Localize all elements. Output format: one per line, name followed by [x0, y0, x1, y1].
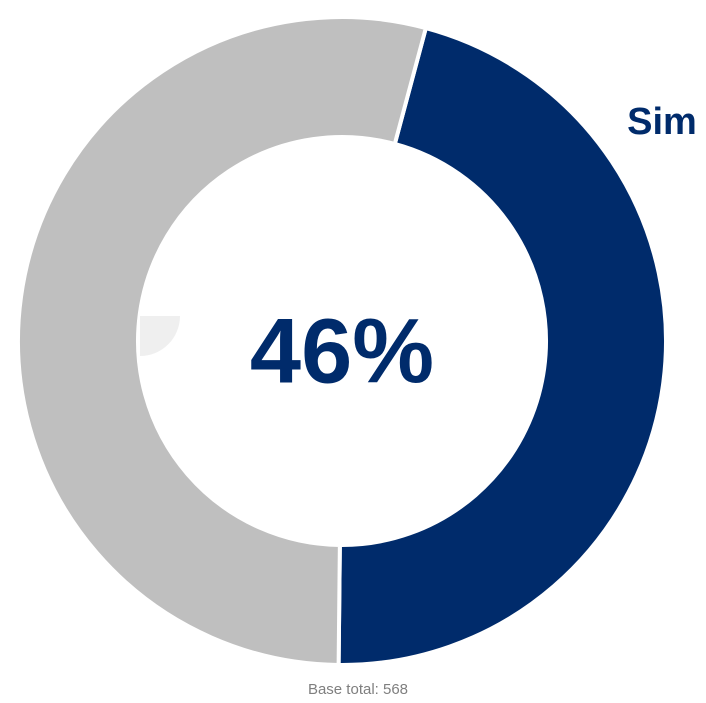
series-label-sim: Sim: [627, 101, 697, 143]
donut-hole: [137, 136, 547, 546]
inner-decoration: [140, 316, 180, 356]
center-value-label: 46%: [250, 300, 434, 402]
base-total-label: Base total: 568: [308, 681, 408, 698]
